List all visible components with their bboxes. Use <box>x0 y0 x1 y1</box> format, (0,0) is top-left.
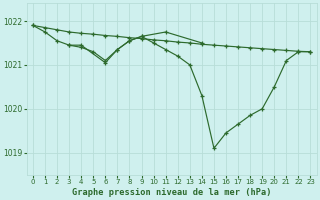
X-axis label: Graphe pression niveau de la mer (hPa): Graphe pression niveau de la mer (hPa) <box>72 188 271 197</box>
